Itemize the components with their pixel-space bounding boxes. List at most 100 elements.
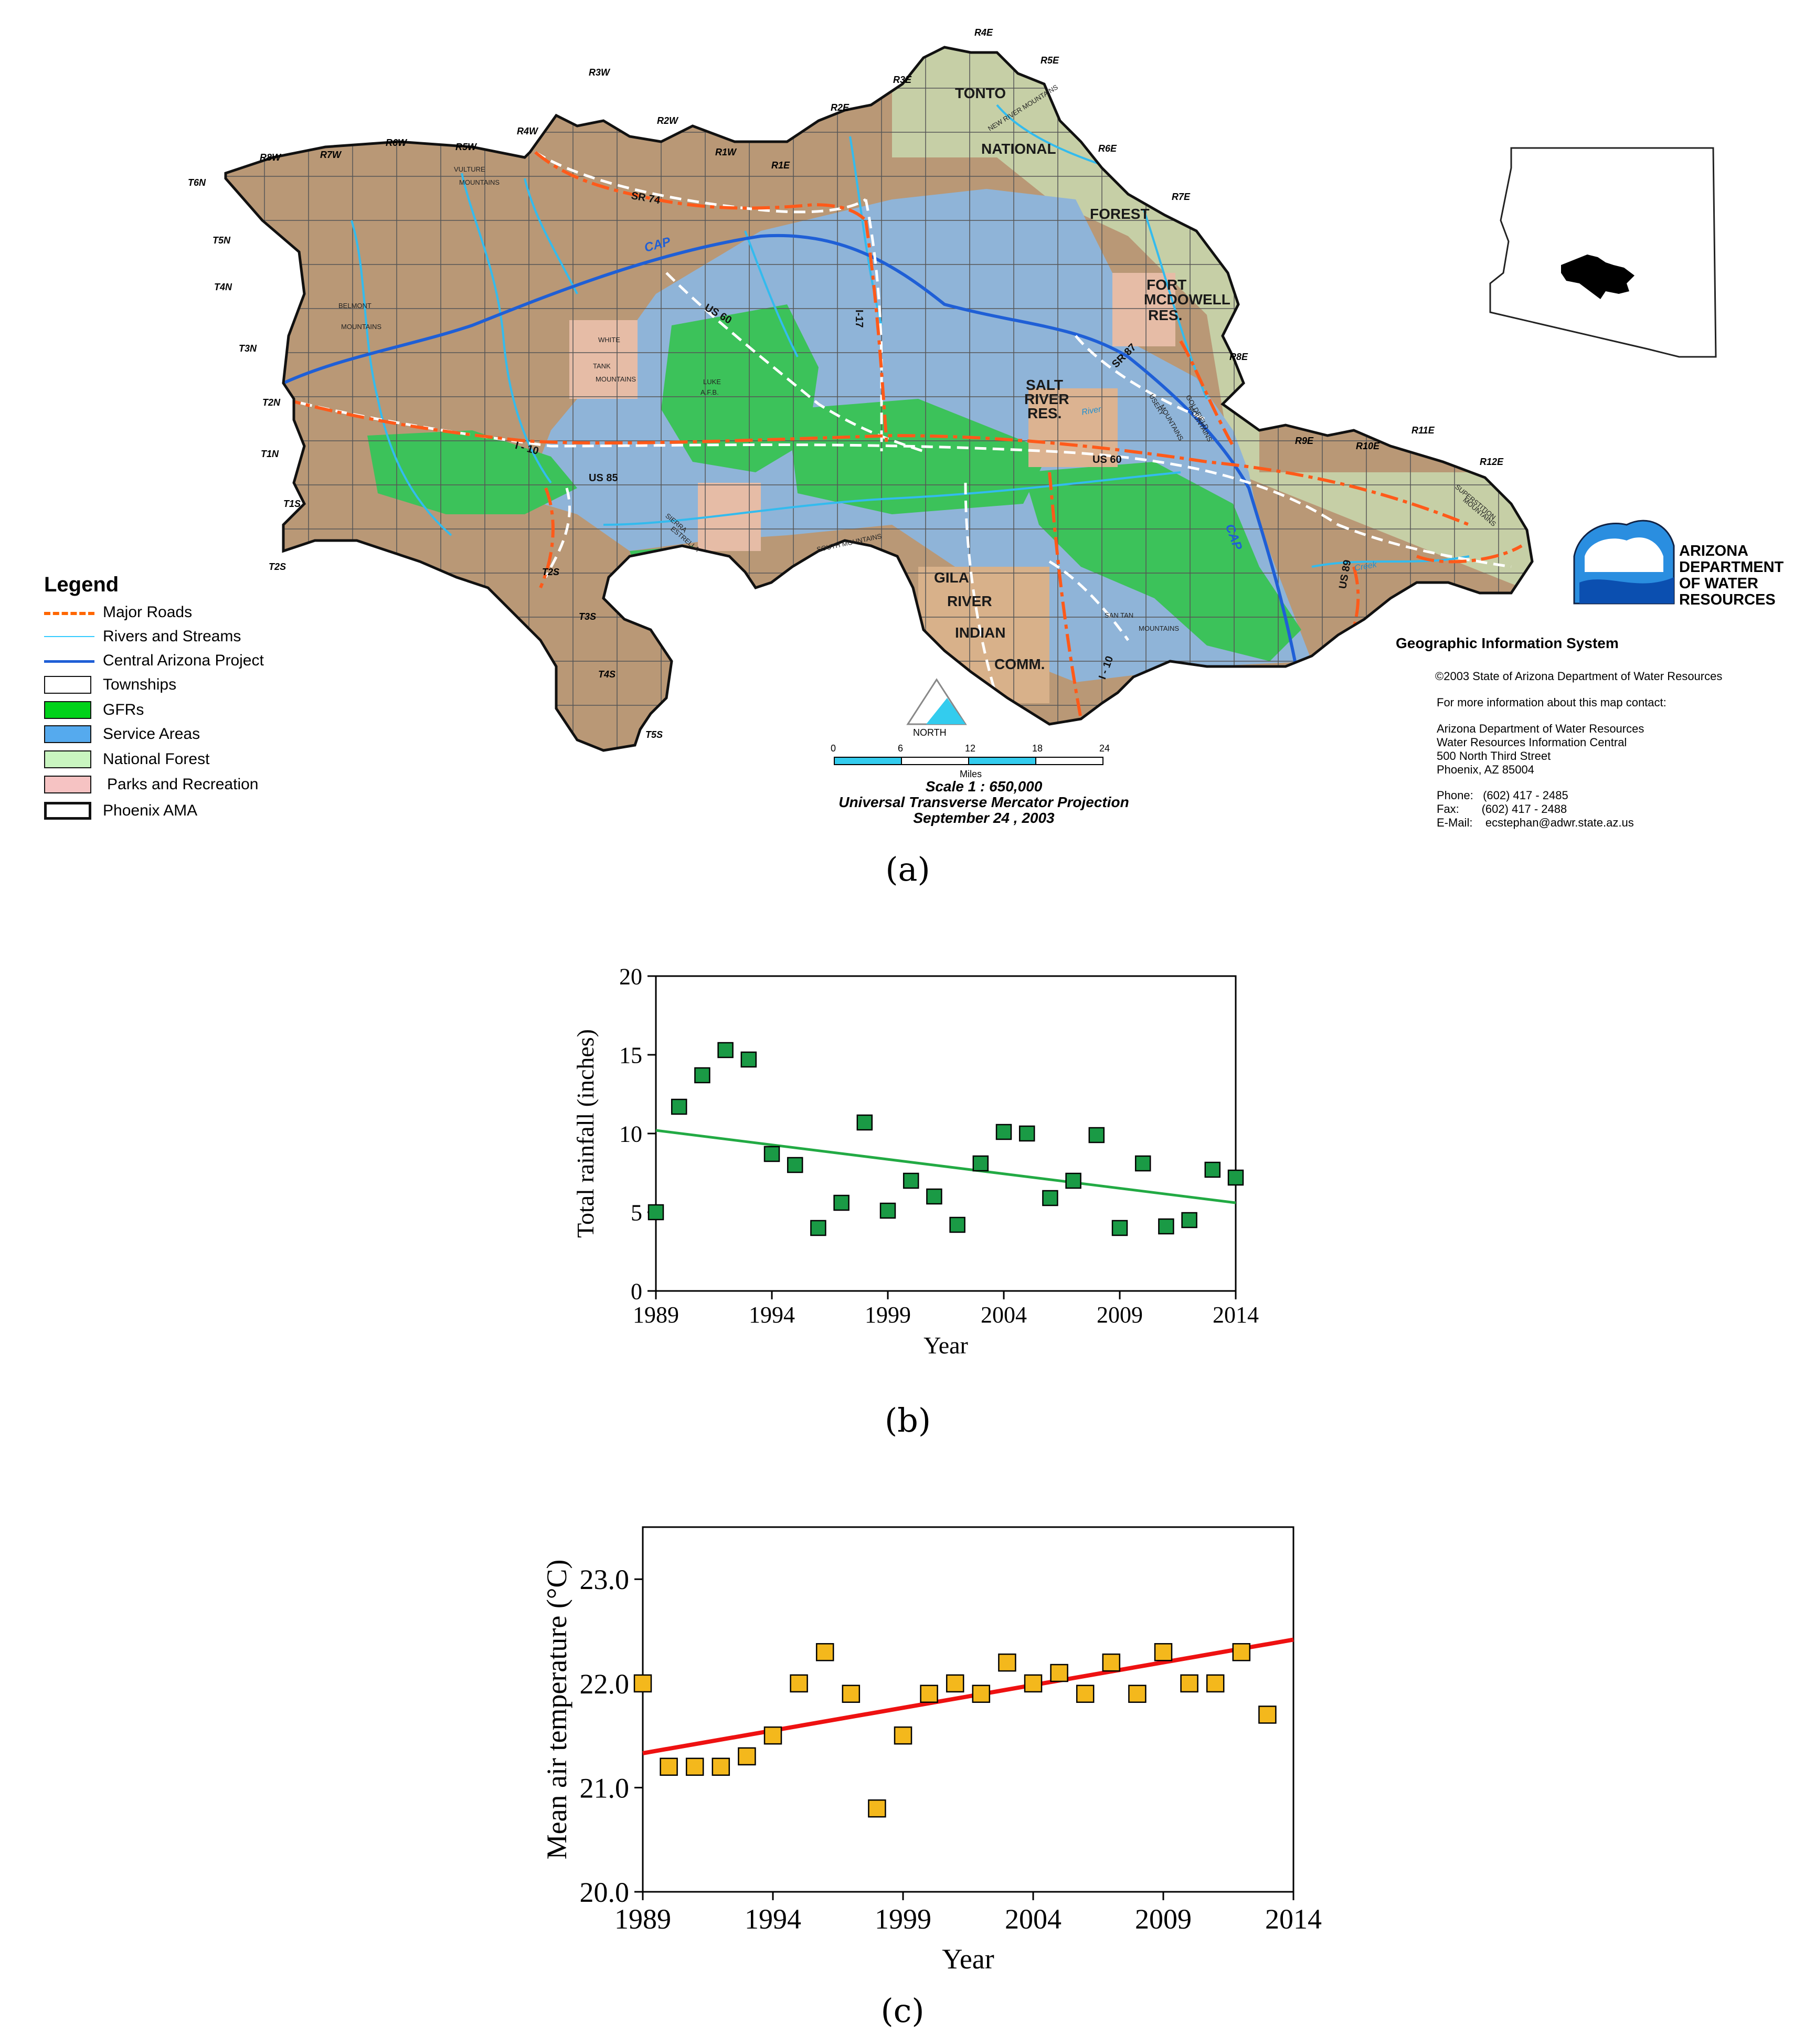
data-point: [815, 1643, 834, 1661]
legend-swatch: [44, 676, 91, 694]
range-label: R6E: [1098, 143, 1117, 154]
scale-tick-label: 0: [831, 743, 836, 754]
data-point: [712, 1757, 730, 1776]
plot-frame: [642, 1526, 1294, 1893]
x-tick-label: 2004: [981, 1302, 1027, 1328]
township-label: T2S: [542, 567, 560, 577]
data-point: [833, 1194, 850, 1211]
place-label: TONTO: [955, 85, 1006, 101]
x-tick-label: 2014: [1213, 1302, 1259, 1328]
place-label: COMM.: [994, 656, 1045, 672]
y-tick-label: 20.0: [580, 1877, 630, 1908]
place-label: GILA: [934, 569, 969, 586]
adwr-logo-line: DEPARTMENT: [1679, 559, 1784, 576]
legend-label: Rivers and Streams: [103, 628, 241, 645]
data-point: [694, 1067, 710, 1084]
range-label: R5E: [1041, 55, 1059, 66]
place-label: NATIONAL: [981, 141, 1056, 157]
place-label: SAN TAN: [1105, 611, 1134, 619]
range-label: R9E: [1295, 436, 1314, 446]
data-point: [633, 1674, 652, 1693]
north-arrow-icon: [906, 678, 967, 725]
township-label: T5N: [213, 235, 231, 246]
plot-frame: [655, 975, 1237, 1292]
legend-swatch: [44, 802, 91, 820]
range-label: R2E: [831, 102, 850, 113]
adwr-logo-text: ARIZONA DEPARTMENT OF WATER RESOURCES: [1679, 543, 1784, 608]
x-axis-label: Year: [924, 1332, 968, 1359]
contact-phone-line: Phone: (602) 417 - 2485: [1437, 789, 1568, 802]
y-tick-label: 20: [619, 963, 642, 989]
place-label: MCDOWELL: [1144, 291, 1230, 308]
contact-phone-line: E-Mail: ecstephan@adwr.state.az.us: [1437, 816, 1634, 829]
township-label: T3N: [239, 343, 257, 354]
township-label: T4N: [214, 282, 232, 292]
data-point: [763, 1146, 780, 1162]
legend-label: Central Arizona Project: [103, 652, 264, 669]
place-label: VULTURE: [454, 165, 485, 173]
place-label: MOUNTAINS: [341, 323, 382, 331]
township-label: T1S: [283, 499, 301, 509]
township-label: T1N: [261, 449, 279, 459]
data-point: [1206, 1674, 1225, 1693]
data-point: [1076, 1685, 1095, 1703]
legend-label: Parks and Recreation: [107, 776, 259, 793]
data-point: [1024, 1674, 1043, 1693]
legend-label: Service Areas: [103, 725, 200, 743]
data-point: [648, 1204, 664, 1221]
data-point: [1065, 1172, 1081, 1189]
place-label: MOUNTAINS: [596, 375, 636, 383]
range-label: R1W: [715, 147, 736, 157]
copyright-line: ©2003 State of Arizona Department of Wat…: [1435, 670, 1722, 683]
range-label: R7E: [1172, 192, 1191, 202]
contact-address: Arizona Department of Water Resources Wat…: [1437, 722, 1644, 777]
legend-label: Major Roads: [103, 603, 193, 621]
data-point: [1258, 1706, 1277, 1724]
copyright-icon: ©: [1435, 670, 1444, 683]
legend-swatch: [44, 660, 94, 663]
data-point: [920, 1685, 938, 1703]
township-label: T4S: [598, 669, 616, 680]
data-point: [1111, 1220, 1128, 1236]
range-label: R6W: [386, 137, 407, 148]
township-label: T5S: [645, 729, 663, 740]
legend-swatch: [44, 725, 91, 743]
y-tick-label: 21.0: [580, 1772, 630, 1804]
data-point: [972, 1685, 991, 1703]
range-label: R4W: [517, 126, 538, 136]
range-label: R8E: [1229, 352, 1248, 362]
adwr-logo-line: RESOURCES: [1679, 591, 1776, 608]
data-point: [763, 1726, 782, 1745]
gis-title: Geographic Information System: [1396, 635, 1619, 651]
scale-text-line: Universal Transverse Mercator Projection: [838, 794, 1129, 810]
north-label: NORTH: [913, 727, 947, 738]
data-point: [903, 1172, 919, 1189]
data-point: [894, 1726, 912, 1745]
data-point: [1158, 1218, 1174, 1235]
data-point: [1102, 1653, 1121, 1672]
trend-line: [655, 1129, 1236, 1204]
x-tick-label: 1994: [745, 1903, 801, 1935]
rainfall-chart: 1989 1994 1999 2004 2009 2014 0 5 10 15 20 Year Tota…: [572, 963, 1259, 1359]
panel-label-c: (c): [880, 1992, 925, 2030]
scale-tick-label: 6: [898, 743, 904, 754]
place-label: MOUNTAINS: [1139, 624, 1180, 632]
range-label: R5W: [455, 142, 476, 152]
legend-title: Legend: [44, 573, 119, 596]
x-tick-label: 1999: [865, 1302, 911, 1328]
data-point: [946, 1674, 964, 1693]
scale-text-line: September 24 , 2003: [913, 810, 1055, 826]
data-point: [685, 1757, 704, 1776]
y-tick-label: 15: [619, 1042, 642, 1068]
x-tick-label: 1994: [749, 1302, 795, 1328]
data-point: [1154, 1643, 1173, 1661]
range-label: R1E: [771, 160, 790, 171]
contact-phone-line: Fax: (602) 417 - 2488: [1437, 802, 1567, 816]
legend-swatch: [44, 776, 91, 793]
ama-region: [226, 47, 1532, 750]
data-point: [972, 1155, 989, 1172]
data-point: [1204, 1161, 1221, 1178]
data-point: [790, 1674, 808, 1693]
place-label: A.F.B.: [700, 388, 719, 396]
scale-text: Scale 1 : 650,000 Universal Transverse Me…: [761, 779, 1207, 826]
